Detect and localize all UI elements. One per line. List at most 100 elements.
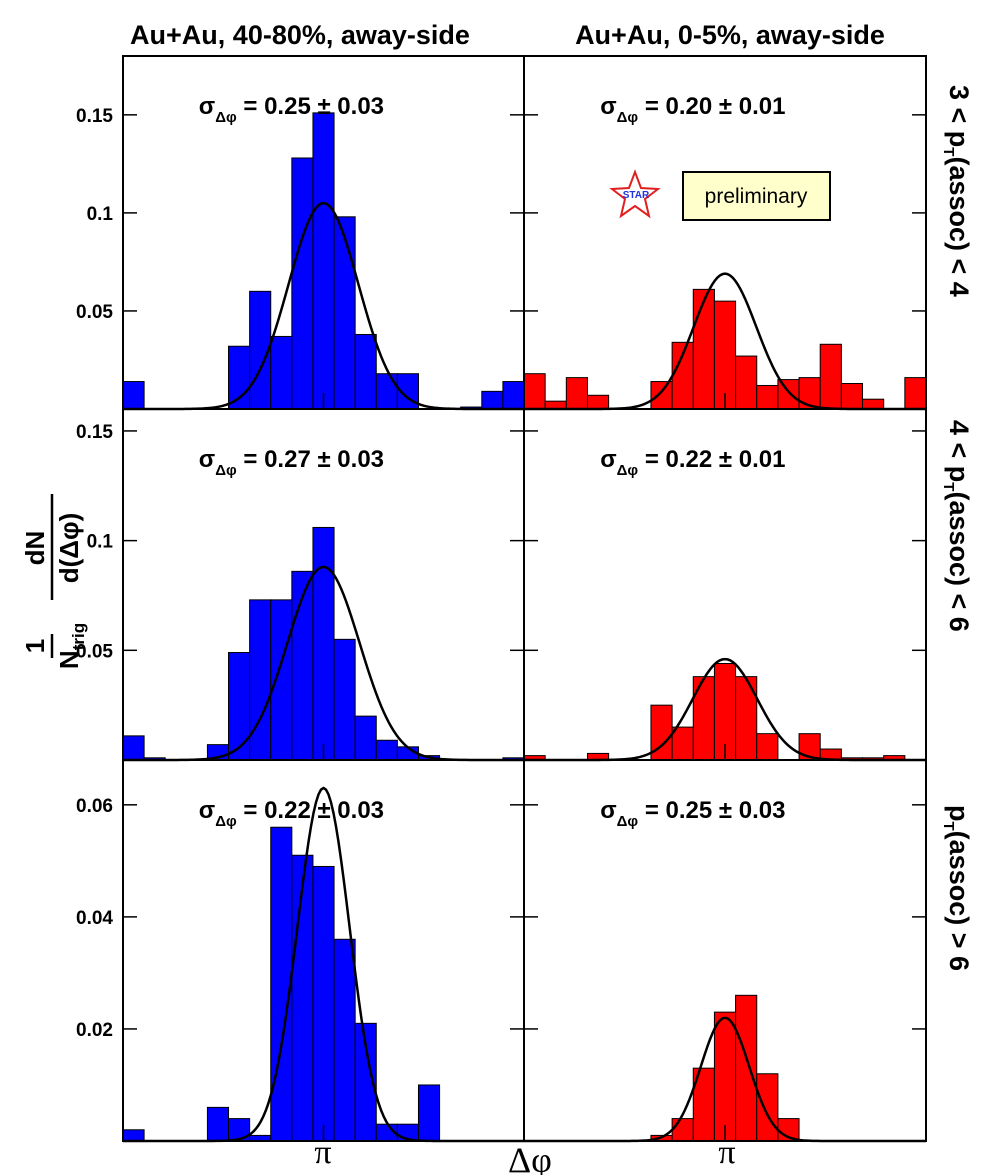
panel-gt-6-peripheral-bar-7	[270, 826, 293, 1142]
panel-4-6-central-sigma-symbol: σ	[600, 446, 616, 473]
panel-4-6-peripheral-bar-9	[312, 526, 335, 761]
x-tick-pi-left: π	[314, 1134, 331, 1171]
panel-4-6-peripheral-ytick-label-2: 0.15	[76, 422, 113, 443]
x-axis-label: Δφ	[508, 1140, 552, 1175]
panel-3-4-central-bar-10	[735, 355, 758, 410]
panel-3-4-central-bar-18	[904, 377, 927, 410]
row-label-4-6: 4 < pT(assoc) < 6	[940, 420, 974, 632]
panel-gt-6-central-bar-11	[756, 1073, 779, 1142]
panel-gt-6-peripheral-bar-10	[333, 938, 356, 1142]
panel-3-4-peripheral-sigma-label: σΔφ = 0.25 ± 0.03	[199, 93, 384, 126]
star-preliminary-badge: STAR preliminary	[609, 169, 831, 221]
panel-3-4-peripheral-bar-9	[312, 112, 335, 410]
panel-gt-6-peripheral-ytick-label-1: 0.04	[76, 908, 113, 929]
panel-3-4-central-sigma-value: = 0.20 ± 0.01	[638, 93, 785, 120]
panel-gt-6-central-bar-7	[671, 1118, 694, 1142]
preliminary-box	[682, 171, 831, 221]
panel-3-4-peripheral-bar-7	[270, 335, 293, 410]
panel-3-4-central-sigma-symbol: σ	[600, 93, 616, 120]
panel-gt-6-peripheral-sigma-value: = 0.22 ± 0.03	[237, 797, 384, 824]
panel-gt-6-peripheral-sigma-label: σΔφ = 0.22 ± 0.03	[199, 797, 384, 830]
panel-3-4-peripheral-bar-17	[481, 390, 504, 410]
panels: 0.050.10.15 σΔφ = 0.25 ± 0.03 σΔφ = 0.20 ±…	[76, 55, 927, 1143]
ylabel-n-letter: N	[54, 650, 84, 669]
panel-4-6-peripheral: 0.05 0.1 0.15 σΔφ = 0.27 ± 0.03	[76, 408, 525, 762]
ylabel-n: Ntrig	[54, 623, 88, 669]
panel-4-6-peripheral-sigma-subscript: Δφ	[215, 462, 237, 479]
panel-gt-6-central-bar-10	[735, 994, 758, 1142]
panel-3-4-central-bar-15	[840, 383, 864, 410]
panel-gt-6-peripheral-bar-9	[312, 865, 335, 1142]
panel-3-4-central-bar-2	[565, 377, 588, 410]
panel-4-6-peripheral-ytick-label-1: 0.1	[87, 532, 114, 553]
y-axis-label: 1 Ntrig dN d(Δφ)	[20, 494, 88, 669]
star-logo-icon	[609, 169, 661, 219]
panel-3-4-central-sigma-subscript: Δφ	[617, 109, 639, 126]
panel-gt-6-central-bar-9	[713, 1011, 737, 1142]
panel-3-4-central-bar-6	[650, 381, 673, 410]
panel-gt-6-peripheral-sigma-symbol: σ	[199, 797, 215, 824]
panel-3-4-central-bar-9	[713, 300, 737, 410]
panel-3-4-peripheral-sigma-subscript: Δφ	[215, 109, 237, 126]
panel-3-4-central-bar-12	[777, 379, 800, 410]
panel-3-4-central-bar-0	[523, 373, 546, 410]
panel-gt-6-peripheral-bar-0	[122, 1129, 145, 1142]
panel-4-6-peripheral-bar-5	[228, 652, 251, 761]
panel-gt-6-central-sigma-label: σΔφ = 0.25 ± 0.03	[600, 797, 785, 830]
row-label-4-6-sub: T	[940, 482, 957, 491]
panel-gt-6-central-sigma-symbol: σ	[600, 797, 616, 824]
ylabel-dn: dN	[20, 531, 50, 566]
row-label-gt-6-sub: T	[940, 822, 957, 831]
panel-4-6-central: σΔφ = 0.22 ± 0.01	[523, 408, 927, 762]
row-label-3-4-sub: T	[940, 147, 957, 156]
panel-3-4-peripheral-bar-10	[333, 216, 356, 410]
panel-4-6-peripheral-bar-11	[354, 715, 377, 761]
panel-4-6-central-sigma-label: σΔφ = 0.22 ± 0.01	[600, 446, 785, 479]
panel-3-4-central-sigma-label: σΔφ = 0.20 ± 0.01	[600, 93, 785, 126]
panel-3-4-peripheral-bar-11	[354, 333, 377, 410]
panel-gt-6-peripheral: 0.02 0.04 0.06 σΔφ = 0.22 ± 0.03	[76, 759, 525, 1143]
panel-4-6-peripheral-sigma-symbol: σ	[199, 446, 215, 473]
panel-gt-6-peripheral-bar-8	[291, 854, 314, 1142]
row-label-4-6-tail: (assoc) < 6	[944, 491, 974, 631]
panel-4-6-peripheral-bar-7	[270, 599, 293, 761]
ylabel-one: 1	[20, 639, 50, 653]
panel-3-4-central-bar-16	[862, 398, 885, 410]
panel-3-4-peripheral-bar-8	[291, 157, 314, 410]
panel-3-4-peripheral-bar-18	[502, 381, 525, 410]
panel-4-6-central-sigma-value: = 0.22 ± 0.01	[638, 446, 785, 473]
panel-4-6-peripheral-bar-0	[122, 735, 145, 761]
panel-4-6-central-sigma-subscript: Δφ	[617, 462, 639, 479]
panel-3-4-peripheral-bar-12	[375, 373, 398, 410]
row-label-3-4-head: 3 < p	[944, 85, 974, 147]
row-label-3-4-tail: (assoc) < 4	[944, 156, 974, 296]
panel-gt-6-peripheral-ytick-label-0: 0.02	[76, 1020, 113, 1041]
panel-4-6-peripheral-bar-12	[375, 739, 398, 761]
panel-3-4-peripheral-ytick-label-1: 0.1	[87, 204, 114, 225]
column-title-peripheral: Au+Au, 40-80%, away-side	[130, 20, 470, 50]
panel-3-4-central-bar-3	[586, 394, 610, 410]
panel-gt-6-peripheral-bar-4	[206, 1106, 230, 1142]
x-tick-pi-right: π	[718, 1134, 735, 1171]
panel-3-4-central-bar-8	[692, 288, 715, 410]
panel-3-4-peripheral-sigma-value: = 0.25 ± 0.03	[237, 93, 384, 120]
panel-3-4-peripheral-bar-5	[228, 345, 251, 410]
panel-4-6-central-bar-10	[735, 676, 758, 761]
panel-3-4-peripheral-ytick-label-2: 0.15	[76, 106, 113, 127]
panel-gt-6-peripheral-bar-14	[417, 1084, 441, 1142]
panel-3-4-peripheral-sigma-symbol: σ	[199, 93, 215, 120]
panel-3-4-peripheral-bar-0	[122, 381, 145, 410]
row-label-gt-6-head: p	[944, 805, 974, 822]
ylabel-ddphi: d(Δφ)	[54, 513, 84, 583]
panel-gt-6-peripheral-sigma-subscript: Δφ	[215, 813, 237, 830]
panel-3-4-central: σΔφ = 0.20 ± 0.01	[523, 55, 927, 411]
panel-3-4-peripheral: 0.05 0.1 0.15 σΔφ = 0.25 ± 0.03	[76, 55, 525, 411]
panel-gt-6-central: σΔφ = 0.25 ± 0.03	[523, 759, 927, 1143]
row-label-gt-6-tail: (assoc) > 6	[944, 831, 974, 971]
row-label-3-4: 3 < pT(assoc) < 4	[940, 85, 974, 297]
row-label-gt-6: pT(assoc) > 6	[940, 805, 974, 971]
row-label-4-6-head: 4 < p	[944, 420, 974, 482]
panel-3-4-central-bar-11	[756, 384, 779, 410]
row-labels: 3 < pT(assoc) < 4 4 < pT(assoc) < 6 pT(a…	[940, 85, 974, 971]
panel-4-6-peripheral-bar-6	[249, 599, 272, 761]
